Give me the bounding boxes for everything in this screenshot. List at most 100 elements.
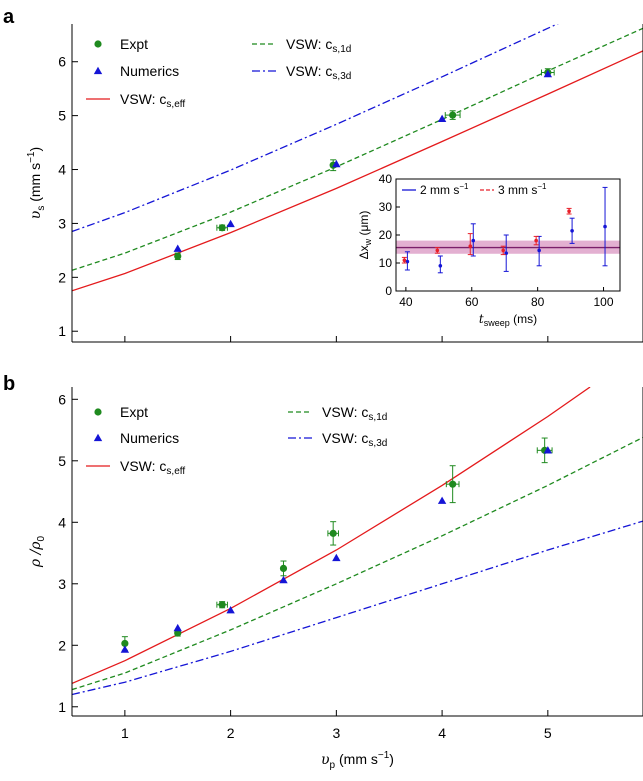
- inset-x-label-unit: (ms): [510, 312, 537, 326]
- inset-x-label-symbol: t: [479, 312, 484, 326]
- legend-item: VSW: cs,1d: [252, 36, 351, 55]
- inset-data-point: [570, 229, 574, 233]
- y-tick-label: 5: [58, 108, 66, 124]
- legend-item: VSW: cs,eff: [86, 458, 185, 477]
- series-line-dashdot: [72, 24, 559, 233]
- legend-label-text: Expt: [120, 404, 148, 420]
- inset-y-tick-label: 40: [379, 172, 393, 186]
- x-label-symbol: υ: [321, 752, 330, 768]
- x-tick-label: 3: [332, 725, 340, 741]
- inset-y-tick-label: 10: [379, 256, 393, 270]
- x-tick-label: 5: [544, 725, 552, 741]
- legend-label-subscript: s,3d: [368, 438, 387, 449]
- legend-item: VSW: cs,eff: [86, 91, 185, 110]
- inset-x-tick-label: 100: [594, 295, 614, 309]
- legend-label: VSW: cs,eff: [120, 458, 185, 477]
- legend-label-text: VSW: c: [120, 458, 166, 474]
- legend-label: Expt: [120, 36, 148, 52]
- inset-data-point: [402, 258, 407, 263]
- legend-label-subscript: s,1d: [368, 412, 387, 423]
- inset-legend-text: 3 mm s: [498, 183, 537, 197]
- y-axis-label: ρ /ρ0: [28, 535, 47, 568]
- y-tick-label: 1: [58, 699, 66, 715]
- legend-item: Expt: [94, 36, 148, 52]
- legend-marker-circle: [94, 40, 102, 48]
- y-tick-label: 3: [58, 576, 66, 592]
- y-label-symbol: υ: [28, 210, 44, 219]
- data-point-circle: [218, 224, 226, 232]
- inset-legend-label: 3 mm s−1: [498, 182, 547, 197]
- legend-label: Numerics: [120, 430, 179, 446]
- y-tick-label: 2: [58, 269, 66, 285]
- inset-data-point: [471, 238, 476, 243]
- y-label-superscript: −1: [26, 151, 37, 163]
- y-label-subscript: 0: [36, 535, 47, 541]
- legend-label-text: VSW: c: [120, 91, 166, 107]
- legend-label: VSW: cs,1d: [286, 36, 351, 55]
- inset-legend-item: 2 mm s−1: [402, 182, 469, 197]
- y-label-unit-close: ): [27, 147, 43, 152]
- x-tick-label: 4: [438, 725, 446, 741]
- series-line-dashdot: [72, 520, 643, 696]
- inset-x-tick-label: 80: [531, 295, 545, 309]
- inset-x-axis-label: tsweep (ms): [479, 312, 537, 328]
- data-point-triangle: [173, 244, 182, 252]
- x-label-subscript: p: [330, 760, 336, 771]
- legend-label-subscript: s,eff: [166, 99, 185, 110]
- legend-label: Numerics: [120, 63, 179, 79]
- inset-y-label-unit: (μm): [357, 211, 371, 239]
- y-tick-label: 6: [58, 54, 66, 70]
- legend-marker-circle: [94, 408, 102, 416]
- series-line-solid: [72, 387, 591, 684]
- data-point-triangle: [226, 606, 235, 614]
- inset-y-label-subscript: w: [363, 238, 373, 246]
- data-point-circle: [174, 252, 182, 260]
- y-label-symbol: ρ /ρ: [28, 541, 44, 568]
- legend-item: Numerics: [93, 63, 179, 79]
- inset-y-label-symbol: Δx: [357, 245, 371, 259]
- data-point-triangle: [332, 159, 341, 168]
- legend-label-text: VSW: c: [286, 63, 332, 79]
- data-point-circle: [218, 601, 226, 609]
- y-axis-label: υs (mm s−1): [26, 147, 47, 219]
- series-line-solid: [72, 50, 643, 292]
- legend-label-text: Numerics: [120, 63, 179, 79]
- y-label-subscript: s: [36, 206, 47, 211]
- inset-data-point: [468, 244, 473, 248]
- data-points: [120, 437, 553, 653]
- inset-data-point: [567, 209, 571, 213]
- y-tick-label: 5: [58, 453, 66, 469]
- legend-label: VSW: cs,eff: [120, 91, 185, 110]
- inset-x-tick-label: 60: [465, 295, 479, 309]
- data-point-triangle: [226, 219, 235, 228]
- x-label-superscript: −1: [378, 750, 390, 761]
- legend-item: Expt: [94, 404, 148, 420]
- inset-data-point: [438, 264, 443, 268]
- data-point-triangle: [279, 575, 288, 584]
- panel-letter-a: a: [3, 6, 15, 28]
- inset-x-label-subscript: sweep: [484, 318, 510, 328]
- inset-data-point: [435, 248, 440, 253]
- inset-legend-label: 2 mm s−1: [420, 182, 469, 197]
- x-tick-label: 2: [227, 725, 235, 741]
- inset-data-point: [603, 224, 607, 229]
- y-tick-label: 3: [58, 215, 66, 231]
- inset-y-tick-label: 0: [385, 284, 392, 298]
- inset-legend-text: 2 mm s: [420, 183, 459, 197]
- legend-label-subscript: s,1d: [332, 44, 351, 55]
- legend-item: VSW: cs,3d: [252, 63, 351, 82]
- axes: 1 2 3 4 5 6 1 2 3 4 5 ρ /ρ0 υp (mm s−1): [28, 387, 643, 771]
- legend-label: VSW: cs,3d: [286, 63, 351, 82]
- legend-label-text: VSW: c: [322, 430, 368, 446]
- legend-marker-triangle: [93, 433, 103, 442]
- legend-label-subscript: s,3d: [332, 71, 351, 82]
- x-tick-label: 1: [121, 725, 129, 741]
- data-point-triangle: [173, 623, 182, 632]
- legend-label-text: Numerics: [120, 430, 179, 446]
- inset-data-point: [537, 248, 541, 253]
